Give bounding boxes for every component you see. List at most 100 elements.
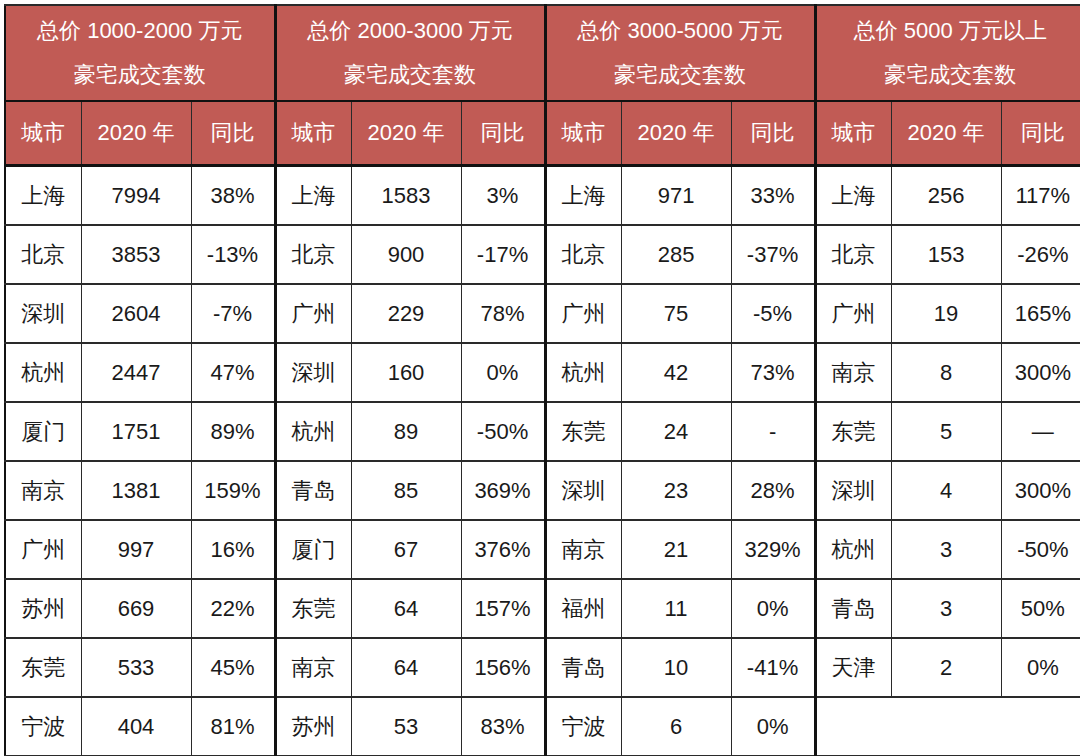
yoy-cell: 300% bbox=[1001, 343, 1080, 402]
column-header: 同比 bbox=[461, 101, 545, 166]
value-cell: 10 bbox=[621, 638, 731, 697]
column-header: 同比 bbox=[731, 101, 815, 166]
group-title-line1: 总价 2000-3000 万元 bbox=[277, 20, 544, 42]
column-header: 城市 bbox=[815, 101, 891, 166]
city-cell: 深圳 bbox=[815, 461, 891, 520]
yoy-cell: 0% bbox=[461, 343, 545, 402]
yoy-cell: 3% bbox=[461, 166, 545, 226]
value-cell: 75 bbox=[621, 284, 731, 343]
yoy-cell: 157% bbox=[461, 579, 545, 638]
table-row: 上海799438%上海15833%上海97133%上海256117% bbox=[5, 166, 1080, 226]
value-cell: 669 bbox=[81, 579, 191, 638]
city-cell: 天津 bbox=[815, 638, 891, 697]
table-row: 苏州66922%东莞64157%福州110%青岛350% bbox=[5, 579, 1080, 638]
value-cell: 8 bbox=[891, 343, 1001, 402]
column-header: 城市 bbox=[545, 101, 621, 166]
city-cell: 宁波 bbox=[5, 697, 81, 756]
city-cell: 广州 bbox=[5, 520, 81, 579]
value-cell: 3 bbox=[891, 520, 1001, 579]
city-cell: 青岛 bbox=[815, 579, 891, 638]
subheader-row: 城市2020 年同比城市2020 年同比城市2020 年同比城市2020 年同比 bbox=[5, 101, 1080, 166]
city-cell: 宁波 bbox=[545, 697, 621, 756]
city-cell: 南京 bbox=[5, 461, 81, 520]
city-cell: 东莞 bbox=[815, 402, 891, 461]
table-body: 总价 1000-2000 万元豪宅成交套数总价 2000-3000 万元豪宅成交… bbox=[5, 5, 1080, 756]
city-cell: 杭州 bbox=[275, 402, 351, 461]
value-cell: 285 bbox=[621, 225, 731, 284]
city-cell: 深圳 bbox=[275, 343, 351, 402]
column-header: 2020 年 bbox=[621, 101, 731, 166]
city-cell: 北京 bbox=[5, 225, 81, 284]
city-cell: 厦门 bbox=[275, 520, 351, 579]
city-cell: 上海 bbox=[5, 166, 81, 226]
value-cell: 1583 bbox=[351, 166, 461, 226]
value-cell: 160 bbox=[351, 343, 461, 402]
city-cell: 北京 bbox=[545, 225, 621, 284]
yoy-cell: 0% bbox=[731, 697, 815, 756]
yoy-cell: 38% bbox=[191, 166, 275, 226]
value-cell: 533 bbox=[81, 638, 191, 697]
value-cell: 404 bbox=[81, 697, 191, 756]
city-cell: 深圳 bbox=[545, 461, 621, 520]
group-title: 总价 5000 万元以上豪宅成交套数 bbox=[815, 5, 1080, 101]
city-cell: 上海 bbox=[275, 166, 351, 226]
column-header: 2020 年 bbox=[891, 101, 1001, 166]
group-title: 总价 1000-2000 万元豪宅成交套数 bbox=[5, 5, 275, 101]
city-cell: 青岛 bbox=[545, 638, 621, 697]
group-title-line1: 总价 1000-2000 万元 bbox=[6, 20, 274, 42]
value-cell: 42 bbox=[621, 343, 731, 402]
yoy-cell: 0% bbox=[731, 579, 815, 638]
yoy-cell: 33% bbox=[731, 166, 815, 226]
city-cell: 杭州 bbox=[815, 520, 891, 579]
yoy-cell: -26% bbox=[1001, 225, 1080, 284]
city-cell: 上海 bbox=[545, 166, 621, 226]
yoy-cell: 89% bbox=[191, 402, 275, 461]
city-cell: 厦门 bbox=[5, 402, 81, 461]
group-title: 总价 3000-5000 万元豪宅成交套数 bbox=[545, 5, 815, 101]
yoy-cell: 83% bbox=[461, 697, 545, 756]
yoy-cell: 117% bbox=[1001, 166, 1080, 226]
city-cell: 上海 bbox=[815, 166, 891, 226]
value-cell: 3853 bbox=[81, 225, 191, 284]
value-cell: 3 bbox=[891, 579, 1001, 638]
column-header: 同比 bbox=[1001, 101, 1080, 166]
column-header: 城市 bbox=[275, 101, 351, 166]
city-cell: 福州 bbox=[545, 579, 621, 638]
value-cell: 67 bbox=[351, 520, 461, 579]
city-cell: 东莞 bbox=[5, 638, 81, 697]
value-cell: 997 bbox=[81, 520, 191, 579]
city-cell: 苏州 bbox=[275, 697, 351, 756]
value-cell: 24 bbox=[621, 402, 731, 461]
group-title-line2: 豪宅成交套数 bbox=[547, 64, 814, 86]
city-cell: 南京 bbox=[815, 343, 891, 402]
yoy-cell: -5% bbox=[731, 284, 815, 343]
column-header: 2020 年 bbox=[351, 101, 461, 166]
table-row: 深圳2604-7%广州22978%广州75-5%广州19165% bbox=[5, 284, 1080, 343]
column-header: 同比 bbox=[191, 101, 275, 166]
yoy-cell: -37% bbox=[731, 225, 815, 284]
column-header: 城市 bbox=[5, 101, 81, 166]
group-title-line2: 豪宅成交套数 bbox=[277, 64, 544, 86]
value-cell: 1751 bbox=[81, 402, 191, 461]
value-cell: 4 bbox=[891, 461, 1001, 520]
value-cell: 2447 bbox=[81, 343, 191, 402]
luxury-home-table: 总价 1000-2000 万元豪宅成交套数总价 2000-3000 万元豪宅成交… bbox=[4, 4, 1080, 756]
yoy-cell: 81% bbox=[191, 697, 275, 756]
value-cell: 6 bbox=[621, 697, 731, 756]
yoy-cell: 159% bbox=[191, 461, 275, 520]
yoy-cell: -50% bbox=[461, 402, 545, 461]
value-cell: 7994 bbox=[81, 166, 191, 226]
value-cell: 971 bbox=[621, 166, 731, 226]
group-title-line1: 总价 3000-5000 万元 bbox=[547, 20, 814, 42]
value-cell: 23 bbox=[621, 461, 731, 520]
value-cell: 64 bbox=[351, 638, 461, 697]
value-cell: 89 bbox=[351, 402, 461, 461]
table-row: 北京3853-13%北京900-17%北京285-37%北京153-26% bbox=[5, 225, 1080, 284]
yoy-cell: 45% bbox=[191, 638, 275, 697]
yoy-cell: 300% bbox=[1001, 461, 1080, 520]
yoy-cell: -41% bbox=[731, 638, 815, 697]
yoy-cell: 47% bbox=[191, 343, 275, 402]
value-cell: 11 bbox=[621, 579, 731, 638]
yoy-cell: 156% bbox=[461, 638, 545, 697]
city-cell: 南京 bbox=[545, 520, 621, 579]
